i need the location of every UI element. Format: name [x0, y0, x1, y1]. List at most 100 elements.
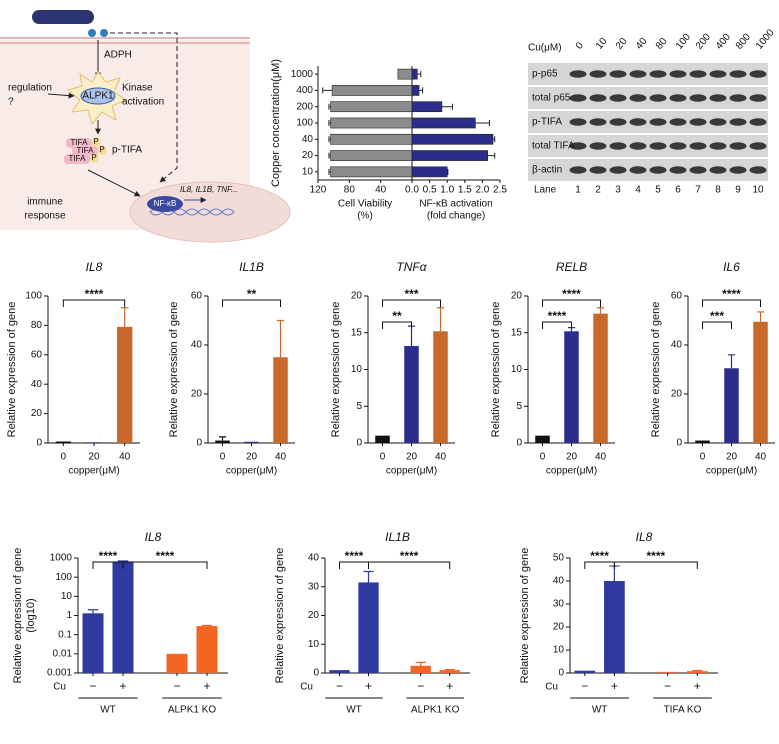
y-tick-label: 15 — [351, 327, 363, 338]
concentration-label: 100 — [674, 31, 693, 51]
x-tick-label: 40 — [375, 185, 387, 196]
bar — [433, 331, 448, 443]
y-tick-label: 0 — [36, 438, 42, 449]
bar — [411, 117, 476, 129]
concentration-label: 40 — [634, 36, 650, 52]
band — [589, 70, 607, 78]
y-tick-label: 10 — [553, 645, 565, 656]
phospho-label: P — [99, 145, 104, 154]
y-tick-label: 0 — [313, 668, 319, 679]
chart-title: IL1B — [239, 260, 264, 274]
significance-label: **** — [99, 549, 118, 563]
y-tick-label: 10 — [308, 639, 320, 650]
bar — [166, 653, 188, 673]
y-tick-label: 40 — [671, 340, 683, 351]
significance-label: **** — [156, 549, 175, 563]
y-tick-label: 1 — [66, 610, 72, 621]
error-bar — [328, 120, 331, 126]
y-tick-label: 40 — [191, 340, 203, 351]
band — [669, 142, 687, 150]
blot-row — [528, 159, 768, 181]
x-tick-label: + — [694, 679, 701, 693]
concentration-label: 0 — [574, 40, 586, 52]
x-tick-label: 2.0 — [475, 185, 489, 196]
lane-number: 2 — [595, 185, 601, 196]
error-bar — [415, 661, 426, 666]
bar — [330, 117, 413, 129]
bar — [604, 581, 625, 673]
band — [689, 142, 707, 150]
y-tick-label: 5 — [516, 401, 522, 412]
blot-row-label: total p65 — [532, 93, 571, 104]
x-tick-label: 20 — [406, 452, 418, 463]
band — [609, 118, 627, 126]
bar — [375, 435, 390, 443]
diagram: ADPH ALPK1 Kinase activation regulation … — [0, 10, 291, 243]
y-tick-label: 60 — [191, 291, 203, 302]
arrow — [87, 169, 141, 197]
y-tick-label: 10 — [511, 364, 523, 375]
significance-label: *** — [710, 309, 724, 323]
error-bar — [756, 311, 765, 322]
error-bar — [218, 436, 227, 441]
y-axis-label: Relative expression of gene — [650, 302, 662, 438]
x-tick-label: 40 — [595, 452, 607, 463]
x-tick-label: 20 — [726, 452, 738, 463]
y-tick-label: 40 — [553, 576, 565, 587]
band — [629, 166, 647, 174]
regulation-label: ? — [8, 97, 14, 108]
y-tick-label: 40 — [31, 379, 43, 390]
tifa-label: TIFA — [71, 138, 89, 147]
phospho — [89, 153, 99, 163]
blot-row — [528, 111, 768, 133]
chart-title: IL6 — [723, 260, 740, 274]
y-tick-label: 10 — [61, 591, 73, 602]
bar — [439, 670, 460, 673]
band — [709, 166, 727, 174]
bar — [397, 68, 413, 80]
error-bar — [328, 136, 331, 143]
group-label: WT — [346, 705, 362, 716]
chart-title: IL1B — [385, 530, 410, 544]
x-tick-label: + — [446, 679, 453, 693]
group-label: ALPK1 KO — [168, 705, 217, 716]
band — [589, 94, 607, 102]
alpk1 — [80, 87, 116, 105]
tifa-label: TIFA — [69, 154, 87, 163]
alpk1-label: ALPK1 — [82, 91, 114, 102]
y-tick-label: 5 — [356, 401, 362, 412]
chart-title: RELB — [556, 260, 587, 274]
group-label: ALPK1 KO — [411, 705, 460, 716]
bar — [564, 331, 579, 443]
x-tick-label: 80 — [344, 185, 356, 196]
x-axis-label: Cell Viability — [338, 199, 392, 210]
regulation-label: regulation — [8, 83, 52, 94]
band — [709, 118, 727, 126]
group-label: WT — [100, 705, 116, 716]
bar — [593, 313, 608, 443]
blot-row-label: β-actin — [532, 165, 562, 176]
band — [729, 118, 747, 126]
kinase-label: Kinase — [122, 83, 153, 94]
x-axis-label: copper(μM) — [546, 466, 597, 477]
chart-title: IL8 — [636, 530, 653, 544]
bar — [330, 150, 413, 161]
bar — [330, 166, 413, 178]
tifa — [66, 138, 92, 148]
band — [749, 166, 767, 174]
x-tick-label: 20 — [566, 452, 578, 463]
lane-number: 6 — [675, 185, 681, 196]
band — [569, 94, 587, 102]
x-tick-label: + — [119, 679, 126, 693]
bar — [55, 441, 71, 443]
x-axis-label: copper(μM) — [68, 466, 119, 477]
y-tick-label: 100 — [296, 118, 313, 129]
error-bar — [120, 307, 129, 327]
bar — [196, 626, 218, 673]
phospho — [97, 145, 107, 155]
x-tick-label: 0 — [380, 452, 386, 463]
y-tick-label: 20 — [191, 389, 203, 400]
error-bar — [692, 669, 703, 672]
y-axis-label: Copper concentration(μM) — [270, 59, 282, 187]
